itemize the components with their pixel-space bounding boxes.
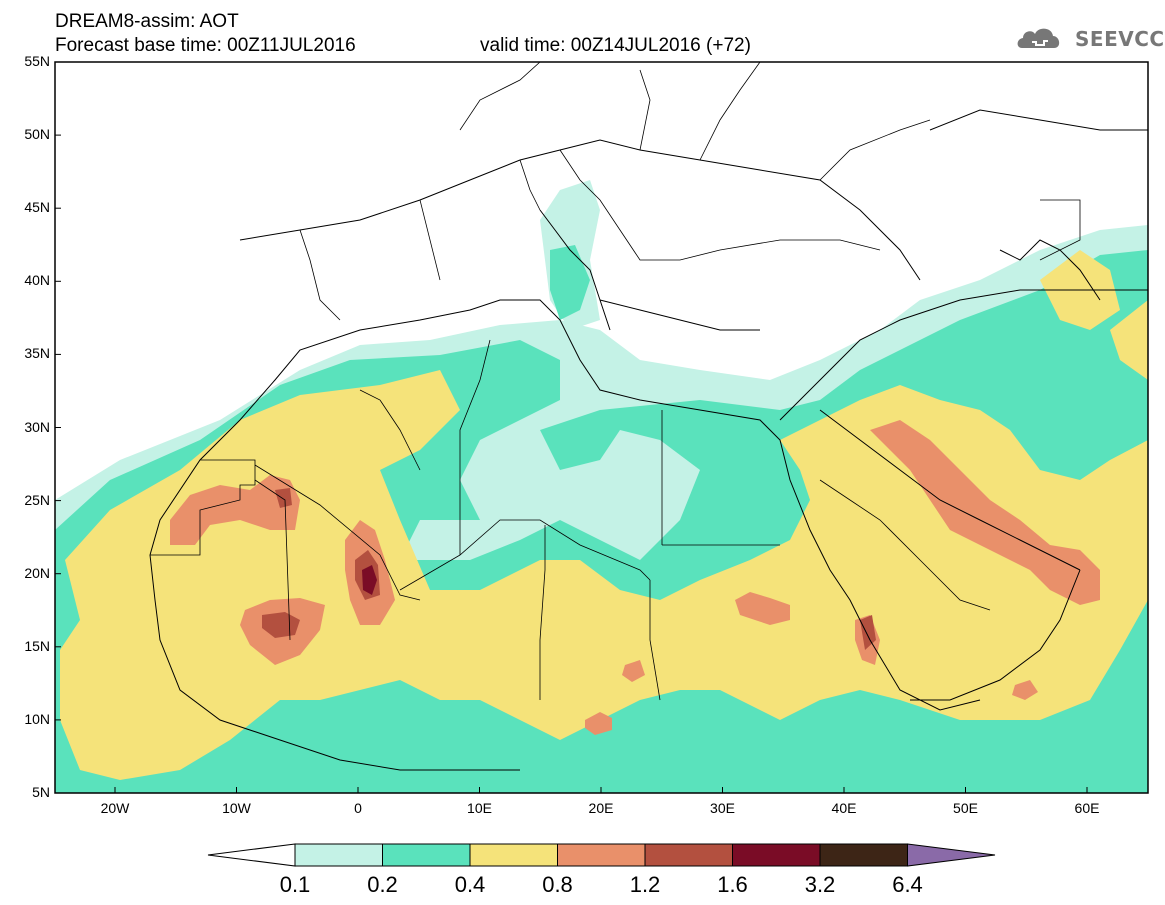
coastlines bbox=[149, 109, 1148, 771]
aot-field-level-5 bbox=[262, 612, 300, 638]
lon-label: 20E bbox=[588, 800, 614, 816]
colorbar-label: 0.8 bbox=[542, 872, 573, 897]
colorbar-label: 0.2 bbox=[367, 872, 398, 897]
lon-label: 0 bbox=[354, 800, 362, 816]
lat-label: 40N bbox=[24, 272, 50, 289]
colorbar-swatch bbox=[382, 843, 471, 867]
lat-label: 30N bbox=[24, 418, 50, 435]
map-title: DREAM8-assim: AOT bbox=[55, 11, 239, 32]
colorbar-swatch bbox=[732, 843, 821, 867]
lon-label: 60E bbox=[1074, 800, 1100, 816]
lon-label: 30E bbox=[710, 800, 735, 816]
valid-time: valid time: 00Z14JUL2016 (+72) bbox=[480, 35, 751, 56]
lon-label: 50E bbox=[953, 800, 978, 816]
lat-label: 35N bbox=[24, 345, 50, 362]
colorbar-swatch bbox=[294, 843, 383, 867]
colorbar-label: 0.1 bbox=[279, 872, 311, 897]
aot-field-level-5 bbox=[860, 615, 876, 650]
colorbar-label: 0.4 bbox=[454, 872, 486, 897]
aot-field-level-4 bbox=[585, 712, 612, 735]
aot-field-level-4 bbox=[870, 420, 1100, 605]
aot-field-level-4 bbox=[1012, 680, 1038, 700]
lat-label: 20N bbox=[24, 564, 50, 581]
lat-label: 25N bbox=[24, 491, 50, 508]
colorbar bbox=[207, 843, 996, 867]
lon-label: 40E bbox=[831, 800, 857, 816]
lat-label: 10N bbox=[24, 710, 50, 727]
logo-text: SEEVCCC bbox=[1075, 27, 1165, 51]
aot-field-level-3 bbox=[60, 370, 1148, 780]
colorbar-label: 1.2 bbox=[629, 872, 661, 897]
colorbar-over-arrow bbox=[907, 843, 996, 867]
lat-label: 15N bbox=[24, 637, 50, 654]
colorbar-under-arrow bbox=[207, 843, 296, 867]
forecast-base-time: Forecast base time: 00Z11JUL2016 bbox=[55, 35, 356, 56]
lon-label: 20W bbox=[100, 800, 130, 816]
aot-field-level-4 bbox=[735, 592, 790, 625]
lon-label: 10W bbox=[222, 800, 251, 816]
lat-label: 50N bbox=[24, 126, 50, 143]
aot-field-level-6 bbox=[362, 565, 377, 595]
lat-label: 5N bbox=[32, 784, 50, 800]
colorbar-label: 6.4 bbox=[892, 872, 923, 897]
country-borders bbox=[150, 62, 1081, 701]
colorbar-swatch bbox=[819, 843, 908, 867]
colorbar-swatch bbox=[644, 843, 733, 867]
lat-label: 45N bbox=[24, 199, 50, 216]
colorbar-label: 3.2 bbox=[804, 872, 836, 897]
aot-field-level-5 bbox=[275, 488, 292, 508]
colorbar-swatch bbox=[557, 843, 646, 867]
aot-field-level-4 bbox=[170, 475, 300, 545]
axis-ticks bbox=[55, 61, 1088, 794]
lat-label: 55N bbox=[24, 53, 50, 69]
cloud-icon bbox=[1017, 28, 1060, 48]
lon-label: 10E bbox=[467, 800, 492, 816]
colorbar-swatch bbox=[469, 843, 558, 867]
aot-field-level-4 bbox=[622, 660, 645, 682]
colorbar-label: 1.6 bbox=[717, 872, 748, 897]
aot-field-level-3 bbox=[1110, 300, 1148, 380]
aot-field-level-2 bbox=[550, 245, 590, 320]
